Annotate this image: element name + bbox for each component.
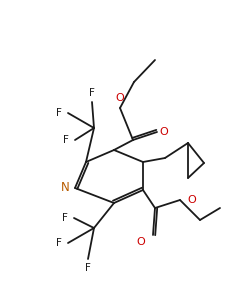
Text: F: F (85, 263, 91, 273)
Text: F: F (63, 135, 69, 145)
Text: F: F (56, 238, 62, 248)
Text: F: F (89, 88, 94, 98)
Text: F: F (56, 108, 62, 118)
Text: N: N (61, 181, 70, 194)
Text: F: F (62, 213, 68, 223)
Text: O: O (159, 127, 168, 137)
Text: O: O (186, 195, 195, 205)
Text: O: O (136, 237, 144, 247)
Text: O: O (115, 93, 124, 103)
